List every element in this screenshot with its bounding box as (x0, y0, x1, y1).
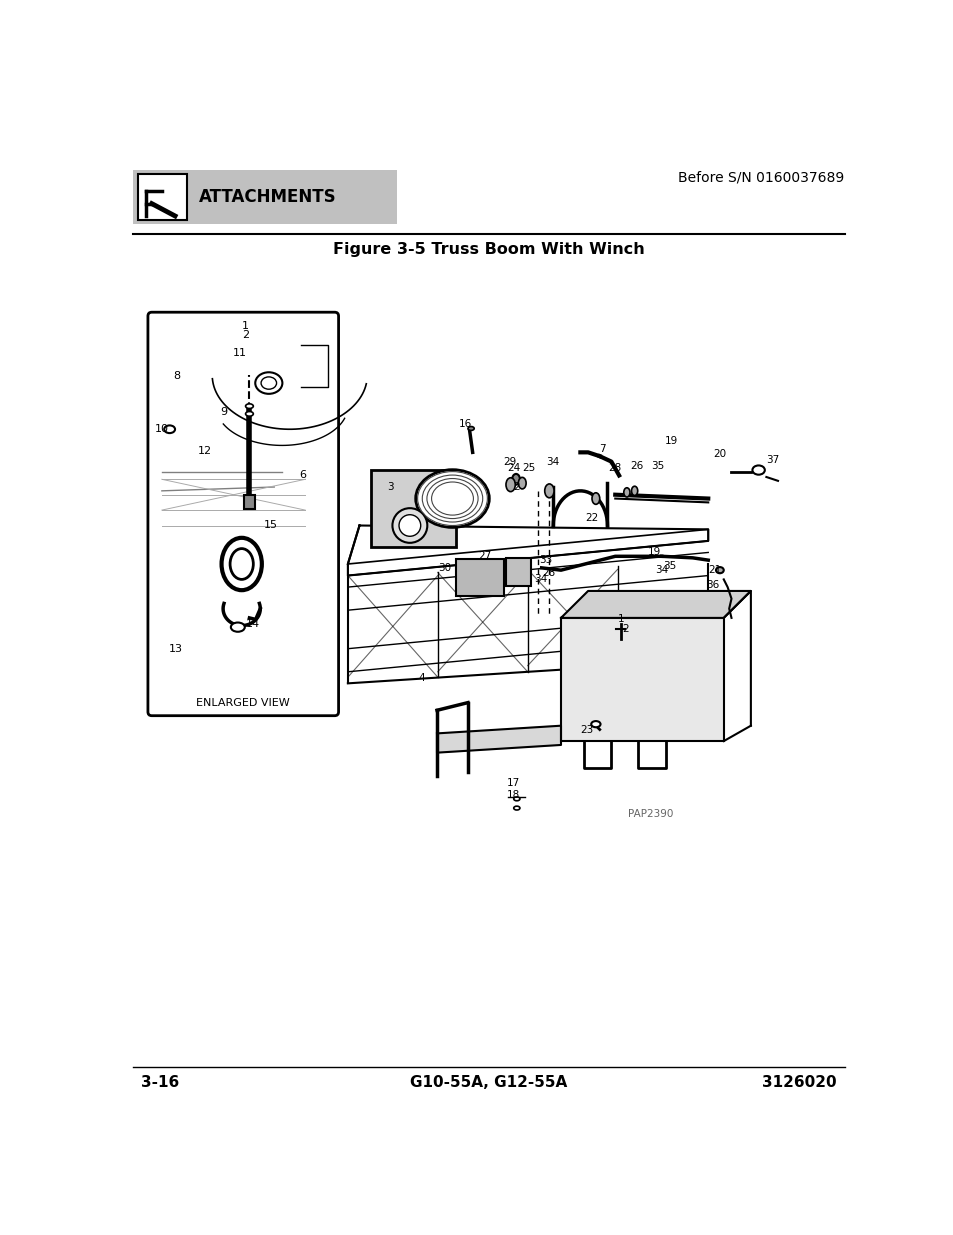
Text: 9: 9 (220, 406, 227, 416)
Text: 24: 24 (507, 463, 519, 473)
Text: 3-16: 3-16 (141, 1074, 179, 1089)
Ellipse shape (230, 548, 253, 579)
Text: 25: 25 (521, 463, 535, 473)
Text: 29: 29 (502, 457, 516, 467)
Text: 19: 19 (663, 436, 677, 446)
FancyBboxPatch shape (505, 558, 530, 587)
Polygon shape (436, 726, 560, 752)
Text: Figure 3-5 Truss Boom With Winch: Figure 3-5 Truss Boom With Winch (333, 242, 644, 257)
Text: ENLARGED VIEW: ENLARGED VIEW (196, 698, 290, 708)
Ellipse shape (512, 474, 519, 484)
Polygon shape (560, 592, 750, 618)
Text: 8: 8 (172, 372, 180, 382)
Ellipse shape (716, 567, 723, 573)
Text: 14: 14 (245, 619, 259, 629)
Ellipse shape (255, 372, 282, 394)
Text: 15: 15 (264, 520, 278, 531)
Text: 37: 37 (765, 454, 779, 466)
Text: 11: 11 (233, 348, 246, 358)
Text: 30: 30 (437, 563, 451, 573)
Text: Before S/N 0160037689: Before S/N 0160037689 (677, 170, 843, 184)
Ellipse shape (245, 404, 253, 409)
Text: 22: 22 (585, 513, 598, 522)
Text: G10-55A, G12-55A: G10-55A, G12-55A (410, 1074, 567, 1089)
Ellipse shape (505, 478, 515, 492)
Text: 7: 7 (598, 443, 605, 453)
Text: 2: 2 (513, 482, 519, 492)
FancyBboxPatch shape (133, 169, 396, 224)
Text: 13: 13 (169, 643, 183, 653)
Ellipse shape (513, 806, 519, 810)
Ellipse shape (591, 721, 599, 727)
Ellipse shape (164, 425, 174, 433)
Ellipse shape (392, 508, 427, 543)
Bar (137, 174, 187, 220)
Text: PAP2390: PAP2390 (628, 809, 673, 819)
Ellipse shape (631, 487, 637, 495)
Text: 34: 34 (546, 457, 559, 467)
Text: 2: 2 (242, 330, 249, 340)
FancyBboxPatch shape (371, 471, 456, 547)
Ellipse shape (623, 488, 629, 496)
Text: 3126020: 3126020 (761, 1074, 836, 1089)
FancyBboxPatch shape (148, 312, 338, 716)
Text: 21: 21 (707, 566, 720, 576)
Text: ATTACHMENTS: ATTACHMENTS (199, 188, 336, 206)
Text: 19: 19 (647, 547, 659, 557)
Ellipse shape (416, 469, 489, 527)
Ellipse shape (468, 426, 474, 431)
FancyBboxPatch shape (244, 495, 254, 509)
Text: 16: 16 (458, 419, 472, 429)
Text: 28: 28 (608, 463, 621, 473)
Text: 36: 36 (705, 579, 719, 590)
Ellipse shape (592, 493, 599, 504)
Text: 4: 4 (417, 673, 424, 683)
Text: 12: 12 (197, 446, 212, 456)
Text: 3: 3 (387, 482, 394, 492)
Ellipse shape (245, 411, 253, 416)
Ellipse shape (261, 377, 276, 389)
Ellipse shape (513, 797, 519, 800)
Text: 20: 20 (713, 448, 725, 459)
Text: 2: 2 (621, 625, 628, 635)
Bar (560, 618, 723, 741)
Text: 18: 18 (506, 790, 519, 800)
FancyBboxPatch shape (456, 559, 503, 595)
Text: 17: 17 (506, 778, 519, 788)
Text: 1: 1 (618, 615, 624, 625)
Ellipse shape (517, 478, 525, 489)
Text: 33: 33 (538, 556, 552, 566)
Text: 34: 34 (655, 566, 668, 576)
Text: 27: 27 (477, 551, 491, 561)
Text: 1: 1 (242, 321, 249, 331)
Text: 34: 34 (534, 574, 547, 584)
Ellipse shape (398, 515, 420, 536)
Text: 35: 35 (651, 461, 664, 472)
Text: 28: 28 (542, 568, 556, 578)
Text: 26: 26 (630, 461, 643, 472)
Text: 6: 6 (299, 471, 306, 480)
Ellipse shape (544, 484, 554, 498)
Text: 10: 10 (154, 425, 169, 435)
Polygon shape (348, 530, 707, 576)
Text: 23: 23 (580, 725, 594, 735)
Text: 35: 35 (662, 561, 676, 571)
Ellipse shape (231, 622, 245, 632)
